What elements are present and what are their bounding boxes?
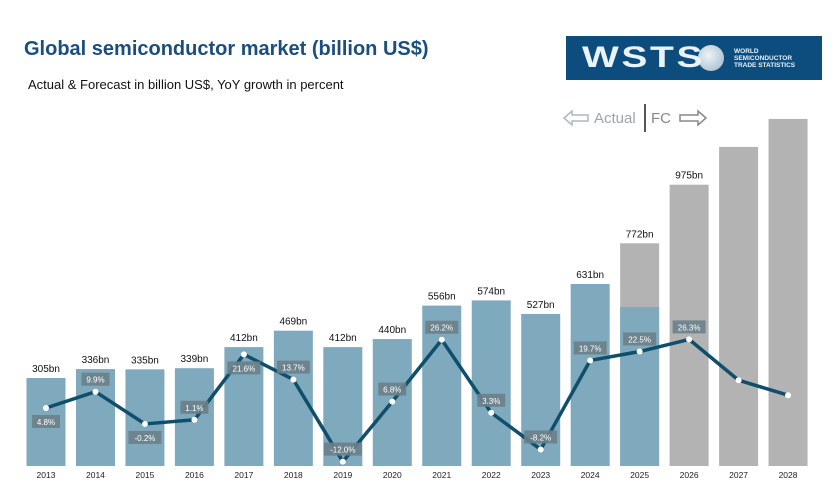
growth-point-2019 bbox=[339, 458, 346, 465]
bar-value-label: 336bn bbox=[82, 355, 110, 366]
growth-point-2027 bbox=[735, 377, 742, 384]
growth-label: 26.3% bbox=[678, 323, 701, 332]
x-tick-label: 2023 bbox=[531, 470, 550, 480]
growth-label-bg bbox=[180, 400, 209, 414]
growth-label-bg bbox=[81, 372, 110, 386]
x-tick-label: 2026 bbox=[680, 470, 699, 480]
legend-forecast: FC bbox=[651, 110, 671, 127]
growth-label-bg bbox=[32, 414, 60, 428]
bar-value-label: 527bn bbox=[527, 300, 555, 311]
bar-actual-portion-2025 bbox=[620, 307, 660, 466]
arrow-right-icon bbox=[679, 109, 708, 127]
growth-label-bg bbox=[524, 430, 558, 444]
page-title: Global semiconductor market (billion US$… bbox=[24, 38, 429, 60]
bar-2018 bbox=[273, 330, 313, 466]
growth-label: -0.2% bbox=[134, 434, 155, 443]
growth-point-2018 bbox=[290, 376, 297, 383]
logo-text: WSTS bbox=[582, 41, 706, 74]
growth-label-bg bbox=[425, 320, 459, 334]
bar-value-label: 975bn bbox=[675, 171, 703, 182]
globe-icon bbox=[698, 45, 724, 71]
bar-value-label: 469bn bbox=[279, 317, 307, 328]
growth-label-bg bbox=[276, 360, 310, 374]
bar-2027 bbox=[719, 146, 759, 466]
x-tick-label: 2018 bbox=[284, 470, 303, 480]
growth-label-bg bbox=[128, 430, 162, 444]
bar-value-label: 556bn bbox=[428, 292, 456, 303]
growth-label-bg bbox=[227, 361, 261, 375]
actual-forecast-legend: Actual FC bbox=[562, 104, 708, 132]
growth-label: 19.7% bbox=[579, 344, 602, 353]
growth-point-2026 bbox=[686, 336, 693, 343]
growth-point-2017 bbox=[240, 351, 247, 358]
growth-label: 6.8% bbox=[383, 386, 401, 395]
x-tick-label: 2017 bbox=[234, 470, 253, 480]
bar-2028 bbox=[768, 118, 808, 466]
growth-label: 1.1% bbox=[185, 404, 203, 413]
x-tick-label: 2015 bbox=[135, 470, 154, 480]
growth-point-2028 bbox=[785, 392, 792, 399]
growth-label: 13.7% bbox=[282, 364, 305, 373]
growth-label: 3.3% bbox=[482, 397, 500, 406]
bar-value-label: 412bn bbox=[230, 333, 258, 344]
x-tick-label: 2024 bbox=[581, 470, 600, 480]
growth-point-2025 bbox=[636, 348, 643, 355]
arrow-left-icon bbox=[562, 109, 589, 127]
bar-value-label: 574bn bbox=[477, 286, 505, 297]
bar-2015 bbox=[125, 369, 165, 466]
growth-label-bg bbox=[323, 442, 362, 456]
growth-label: -8.2% bbox=[530, 433, 551, 442]
x-tick-label: 2028 bbox=[779, 470, 798, 480]
growth-label: -12.0% bbox=[330, 446, 355, 455]
x-tick-label: 2019 bbox=[333, 470, 352, 480]
growth-label: 21.6% bbox=[233, 364, 256, 373]
bar-2022 bbox=[471, 300, 511, 466]
x-tick-label: 2014 bbox=[86, 470, 105, 480]
bar-value-label: 305bn bbox=[32, 364, 60, 375]
x-tick-label: 2016 bbox=[185, 470, 204, 480]
legend-actual: Actual bbox=[594, 110, 636, 127]
wsts-logo: WSTS WORLD SEMICONDUCTOR TRADE STATISTIC… bbox=[566, 36, 822, 80]
growth-label-bg bbox=[623, 332, 657, 346]
growth-point-2021 bbox=[438, 336, 445, 343]
x-tick-label: 2021 bbox=[432, 470, 451, 480]
x-tick-label: 2025 bbox=[630, 470, 649, 480]
x-tick-label: 2013 bbox=[37, 470, 56, 480]
logo-org-name: WORLD SEMICONDUCTOR TRADE STATISTICS bbox=[734, 47, 796, 69]
bar-value-label: 772bn bbox=[626, 229, 654, 240]
growth-point-2020 bbox=[389, 398, 396, 405]
x-tick-label: 2027 bbox=[729, 470, 748, 480]
growth-label-bg bbox=[378, 382, 407, 396]
bar-value-label: 440bn bbox=[378, 325, 406, 336]
growth-point-2024 bbox=[587, 357, 594, 364]
growth-label: 22.5% bbox=[628, 336, 651, 345]
growth-point-2016 bbox=[191, 416, 198, 423]
x-tick-label: 2020 bbox=[383, 470, 402, 480]
growth-label: 26.2% bbox=[430, 324, 453, 333]
bar-2024 bbox=[570, 283, 610, 466]
growth-label: 4.8% bbox=[37, 418, 55, 427]
growth-label-bg bbox=[672, 320, 706, 334]
bar-value-label: 412bn bbox=[329, 333, 357, 344]
growth-point-2014 bbox=[92, 388, 99, 395]
page-subtitle: Actual & Forecast in billion US$, YoY gr… bbox=[28, 77, 344, 92]
bar-value-label: 339bn bbox=[181, 354, 209, 365]
bar-value-label: 335bn bbox=[131, 355, 159, 366]
growth-label-bg bbox=[573, 341, 607, 355]
bar-value-label: 631bn bbox=[576, 270, 604, 281]
growth-point-2022 bbox=[488, 409, 495, 416]
x-tick-label: 2022 bbox=[482, 470, 501, 480]
growth-label: 9.9% bbox=[86, 376, 104, 385]
growth-label-bg bbox=[477, 393, 506, 407]
growth-line bbox=[45, 337, 789, 464]
growth-point-2015 bbox=[141, 420, 148, 427]
growth-point-2023 bbox=[537, 446, 544, 453]
growth-point-2013 bbox=[43, 404, 49, 411]
